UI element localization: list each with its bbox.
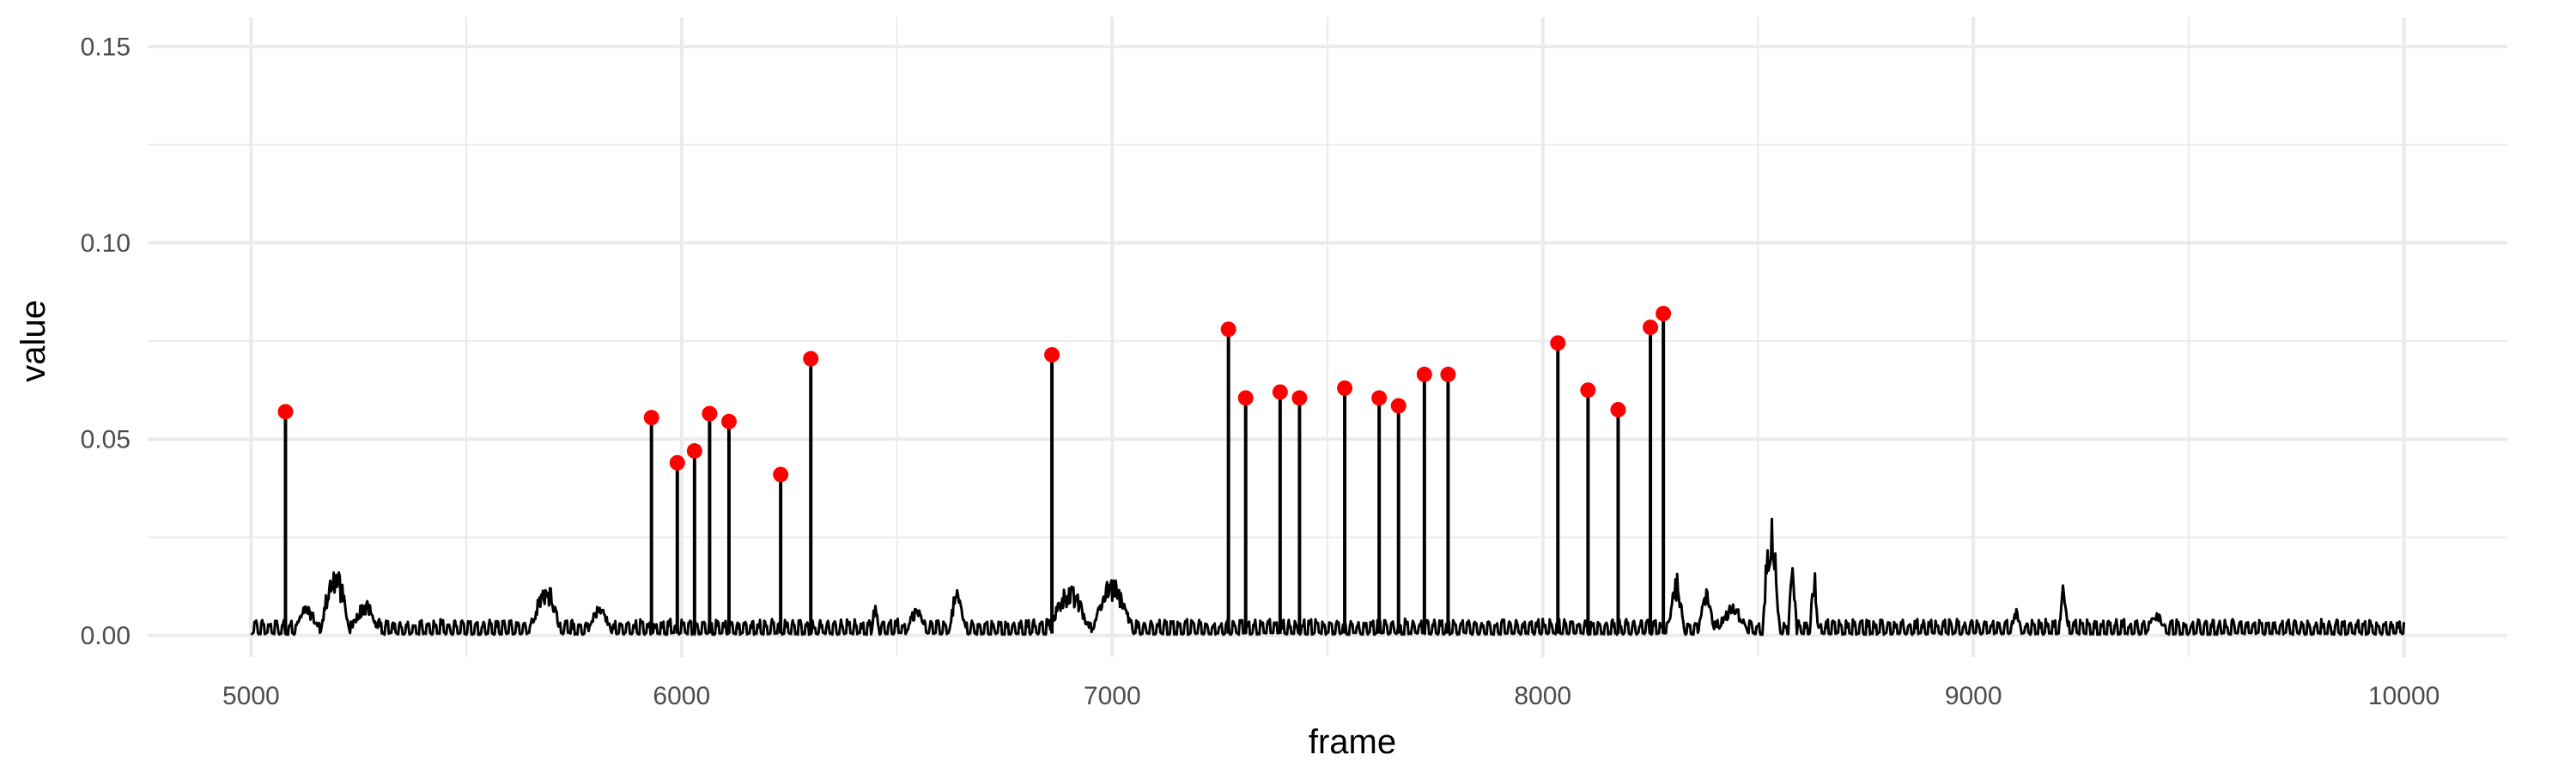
- peak-point: [1440, 366, 1456, 382]
- peak-point: [686, 443, 702, 460]
- peak-point: [803, 350, 819, 367]
- signal-line: [250, 517, 2406, 636]
- peak-point: [1220, 321, 1236, 338]
- x-tick-labels: 5000 6000 7000 8000 9000 10000: [222, 682, 2439, 710]
- y-axis-title: value: [15, 300, 52, 382]
- x-tick-label: 10000: [2368, 682, 2439, 710]
- x-axis-title: frame: [1309, 723, 1396, 761]
- peak-point: [1337, 380, 1353, 396]
- peak-point: [1550, 335, 1566, 351]
- peak-point: [1044, 347, 1060, 363]
- x-tick-label: 8000: [1514, 682, 1571, 710]
- peak-point: [773, 466, 789, 483]
- peak-point: [1390, 398, 1406, 414]
- x-tick-label: 5000: [222, 682, 280, 710]
- peak-point: [720, 413, 737, 429]
- peak-point: [1237, 390, 1254, 406]
- peak-point-layer: [277, 306, 1672, 483]
- peak-point: [1580, 382, 1596, 399]
- peak-point: [1610, 402, 1626, 418]
- x-tick-label: 6000: [653, 682, 710, 710]
- y-tick-label: 0.05: [81, 425, 131, 453]
- peak-point: [702, 405, 718, 422]
- x-tick-label: 9000: [1945, 682, 2002, 710]
- peak-point: [1371, 390, 1388, 406]
- peak-stem-layer: [283, 313, 1666, 634]
- peak-point: [669, 454, 685, 471]
- peak-point: [1272, 384, 1288, 400]
- peak-point: [1291, 390, 1308, 406]
- peak-point: [277, 404, 294, 420]
- y-tick-label: 0.15: [81, 33, 131, 61]
- signal-layer: [250, 517, 2406, 636]
- peak-point: [643, 410, 659, 426]
- grid-layer: [148, 17, 2507, 657]
- y-tick-label: 0.00: [81, 622, 131, 650]
- peak-point: [1643, 320, 1659, 336]
- peak-point: [1416, 366, 1432, 382]
- y-tick-label: 0.10: [81, 229, 131, 258]
- y-tick-labels: 0.00 0.05 0.10 0.15: [81, 33, 131, 650]
- x-tick-label: 7000: [1084, 682, 1141, 710]
- peak-point: [1656, 306, 1672, 322]
